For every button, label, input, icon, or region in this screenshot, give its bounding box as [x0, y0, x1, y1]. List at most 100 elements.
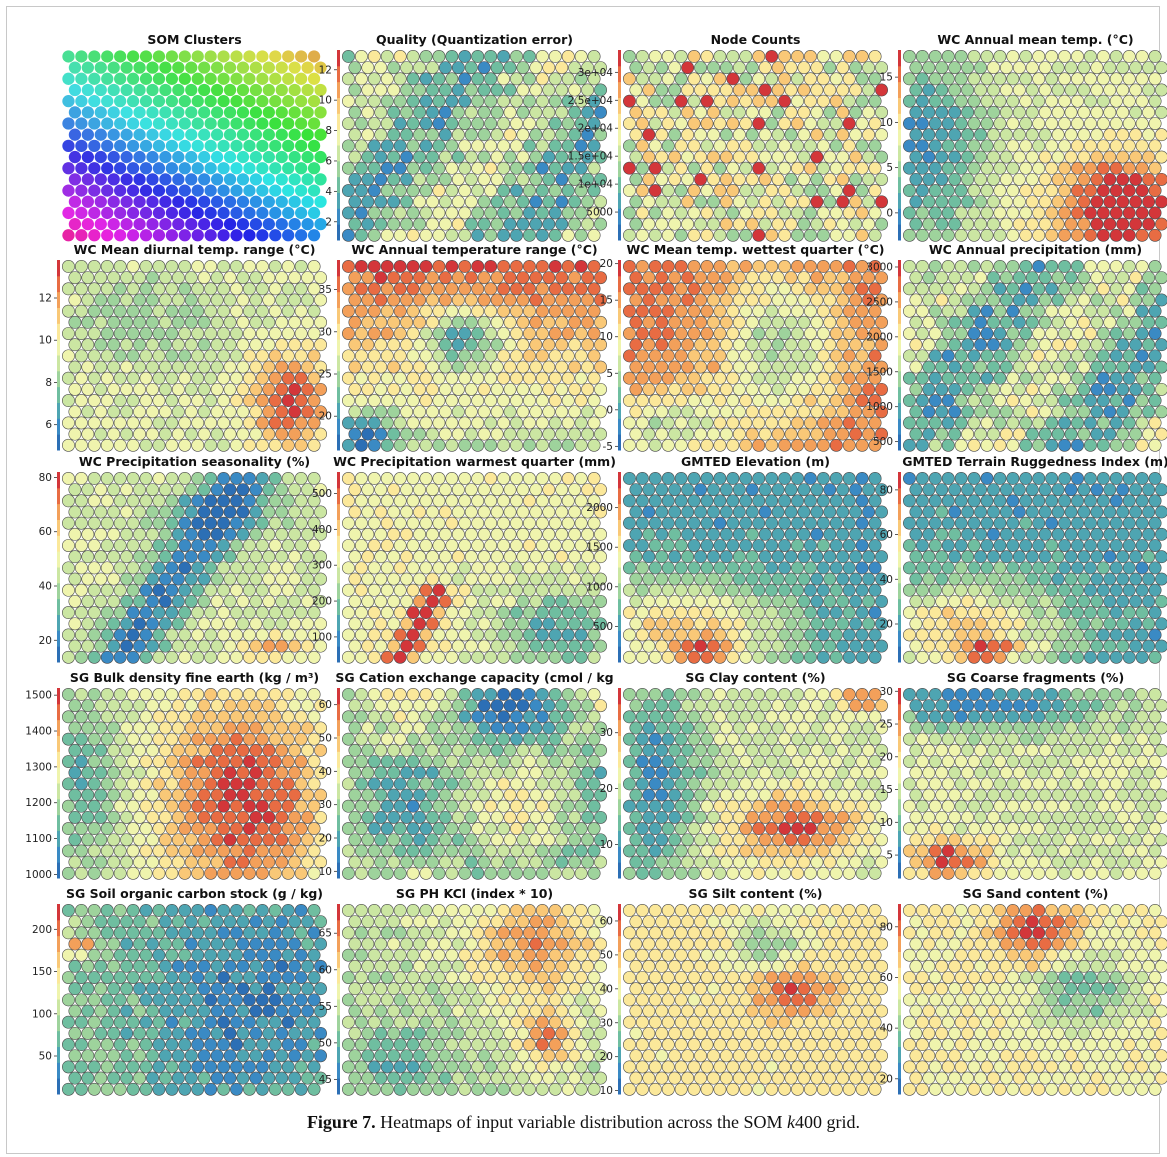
- som-node: [288, 639, 302, 653]
- som-node: [101, 229, 114, 242]
- som-node: [555, 271, 569, 285]
- som-node: [961, 293, 975, 307]
- som-node: [849, 271, 863, 285]
- som-node: [745, 150, 759, 164]
- som-node: [1090, 527, 1104, 541]
- som-node: [594, 788, 607, 802]
- som-node: [1071, 438, 1084, 452]
- som-node: [758, 150, 772, 164]
- som-node: [1012, 172, 1026, 186]
- som-node: [81, 833, 95, 847]
- som-node: [249, 833, 263, 847]
- som-node: [535, 494, 549, 508]
- som-node: [152, 606, 166, 620]
- som-node: [484, 394, 498, 408]
- som-node: [87, 327, 101, 340]
- som-node: [1071, 539, 1084, 552]
- som-node: [268, 606, 282, 620]
- som-node: [855, 349, 869, 363]
- som-node: [909, 128, 923, 142]
- som-node: [74, 304, 88, 318]
- som-node: [152, 822, 166, 836]
- som-node: [87, 755, 101, 768]
- som-node: [269, 184, 282, 197]
- colorbar-tick-label: 1000: [25, 869, 52, 881]
- som-node: [661, 228, 675, 242]
- som-node: [243, 561, 256, 575]
- som-node: [114, 95, 127, 108]
- colorbar-segment: [57, 402, 60, 419]
- som-node: [587, 117, 601, 130]
- som-node: [954, 494, 968, 508]
- som-node: [791, 161, 804, 175]
- som-node: [635, 438, 649, 452]
- colorbar-segment: [57, 798, 60, 816]
- som-node: [816, 371, 830, 385]
- som-node: [458, 438, 472, 452]
- som-node: [426, 105, 439, 119]
- som-node: [1096, 438, 1110, 452]
- som-node: [68, 83, 82, 97]
- som-node: [1109, 438, 1123, 452]
- som-node: [1051, 527, 1065, 541]
- som-node: [230, 628, 243, 642]
- som-node: [68, 766, 82, 780]
- som-node: [1006, 583, 1020, 597]
- som-node: [523, 161, 536, 175]
- som-node: [223, 271, 237, 285]
- som-node: [438, 128, 452, 142]
- som-node: [295, 229, 308, 242]
- som-node: [1032, 72, 1046, 86]
- som-node: [1129, 527, 1143, 541]
- som-node: [1096, 628, 1110, 642]
- som-node: [342, 184, 355, 198]
- som-node: [374, 721, 388, 735]
- som-node: [387, 172, 401, 186]
- som-node: [771, 105, 785, 119]
- som-node: [732, 128, 746, 142]
- som-node: [967, 561, 981, 575]
- colorbar-segment: [57, 355, 60, 372]
- som-node: [523, 228, 536, 242]
- som-node: [510, 416, 523, 430]
- som-node: [687, 206, 701, 220]
- som-node: [661, 304, 675, 318]
- som-node: [477, 195, 491, 209]
- som-node: [1012, 572, 1026, 586]
- som-node: [426, 128, 439, 142]
- som-node: [113, 688, 127, 701]
- colorbar-segment: [618, 535, 621, 552]
- som-node: [406, 799, 420, 813]
- som-node: [1103, 427, 1117, 441]
- som-node: [307, 349, 321, 363]
- som-node: [230, 688, 243, 701]
- som-node: [471, 688, 485, 701]
- som-node: [629, 405, 643, 419]
- som-node: [68, 639, 82, 653]
- som-node: [681, 217, 695, 231]
- som-node: [484, 472, 498, 485]
- som-node: [804, 139, 817, 153]
- som-node: [561, 161, 575, 175]
- som-node: [380, 139, 394, 153]
- som-node: [413, 405, 426, 419]
- som-node: [236, 382, 250, 396]
- som-node: [668, 505, 682, 519]
- som-node: [510, 184, 523, 198]
- som-node: [1090, 427, 1104, 441]
- som-node: [1129, 293, 1143, 307]
- som-node: [354, 282, 368, 296]
- som-node: [661, 72, 675, 86]
- som-node: [999, 83, 1013, 97]
- som-node: [400, 360, 414, 374]
- som-node: [700, 494, 714, 508]
- som-node: [380, 561, 394, 575]
- som-node: [100, 516, 114, 530]
- som-node: [836, 195, 850, 209]
- som-node: [1122, 561, 1136, 575]
- som-node: [745, 550, 759, 564]
- som-node: [1148, 472, 1162, 485]
- som-node: [648, 650, 662, 664]
- som-node: [152, 229, 166, 242]
- som-node: [348, 105, 362, 119]
